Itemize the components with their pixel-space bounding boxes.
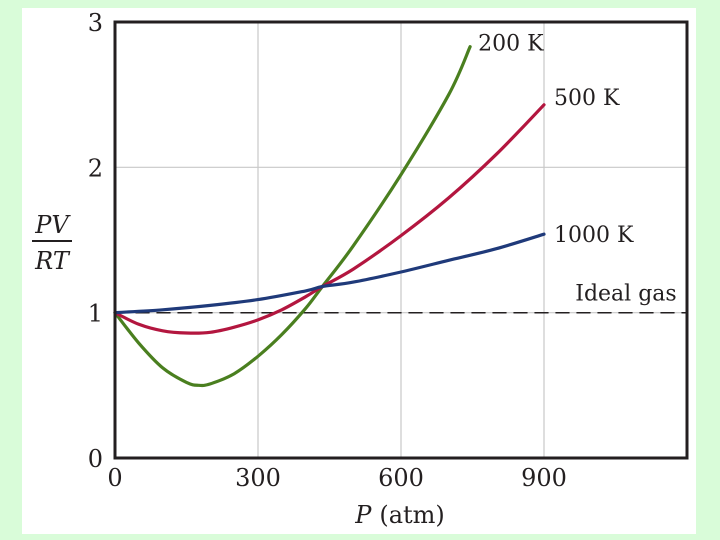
series-lines: [113, 45, 688, 388]
y-tick-label: 2: [88, 154, 103, 182]
series-line-200-k: [113, 45, 472, 388]
x-axis-label: P (atm): [354, 501, 445, 529]
x-tick-label: 900: [521, 464, 567, 492]
x-tick-label: 0: [107, 464, 122, 492]
series-line-1000-k: [113, 232, 546, 315]
x-tick-label: 300: [235, 464, 281, 492]
x-tick-label: 600: [378, 464, 424, 492]
plot-frame: [113, 20, 689, 460]
y-tick-label: 0: [88, 445, 103, 473]
chart-panel: [22, 8, 696, 534]
x-axis-variable: P: [354, 501, 372, 529]
series-label-200-k: 200 K: [478, 32, 544, 57]
y-tick-label: 3: [88, 9, 103, 37]
series-line-500-k: [113, 103, 546, 335]
y-axis-numerator: PV: [34, 211, 71, 239]
tick-labels: 0 300 600 900 0 1 2 3: [88, 9, 567, 492]
y-tick-label: 1: [88, 300, 103, 328]
series-label-500-k: 500 K: [554, 86, 620, 111]
x-axis-unit: (atm): [379, 501, 444, 529]
series-label-ideal-gas: Ideal gas: [575, 282, 676, 307]
y-axis-denominator: RT: [34, 247, 71, 275]
series-label-1000-k: 1000 K: [554, 223, 634, 248]
y-axis-label: PV RT: [32, 211, 72, 275]
series-labels: 200 K 500 K 1000 K Ideal gas: [478, 32, 677, 307]
